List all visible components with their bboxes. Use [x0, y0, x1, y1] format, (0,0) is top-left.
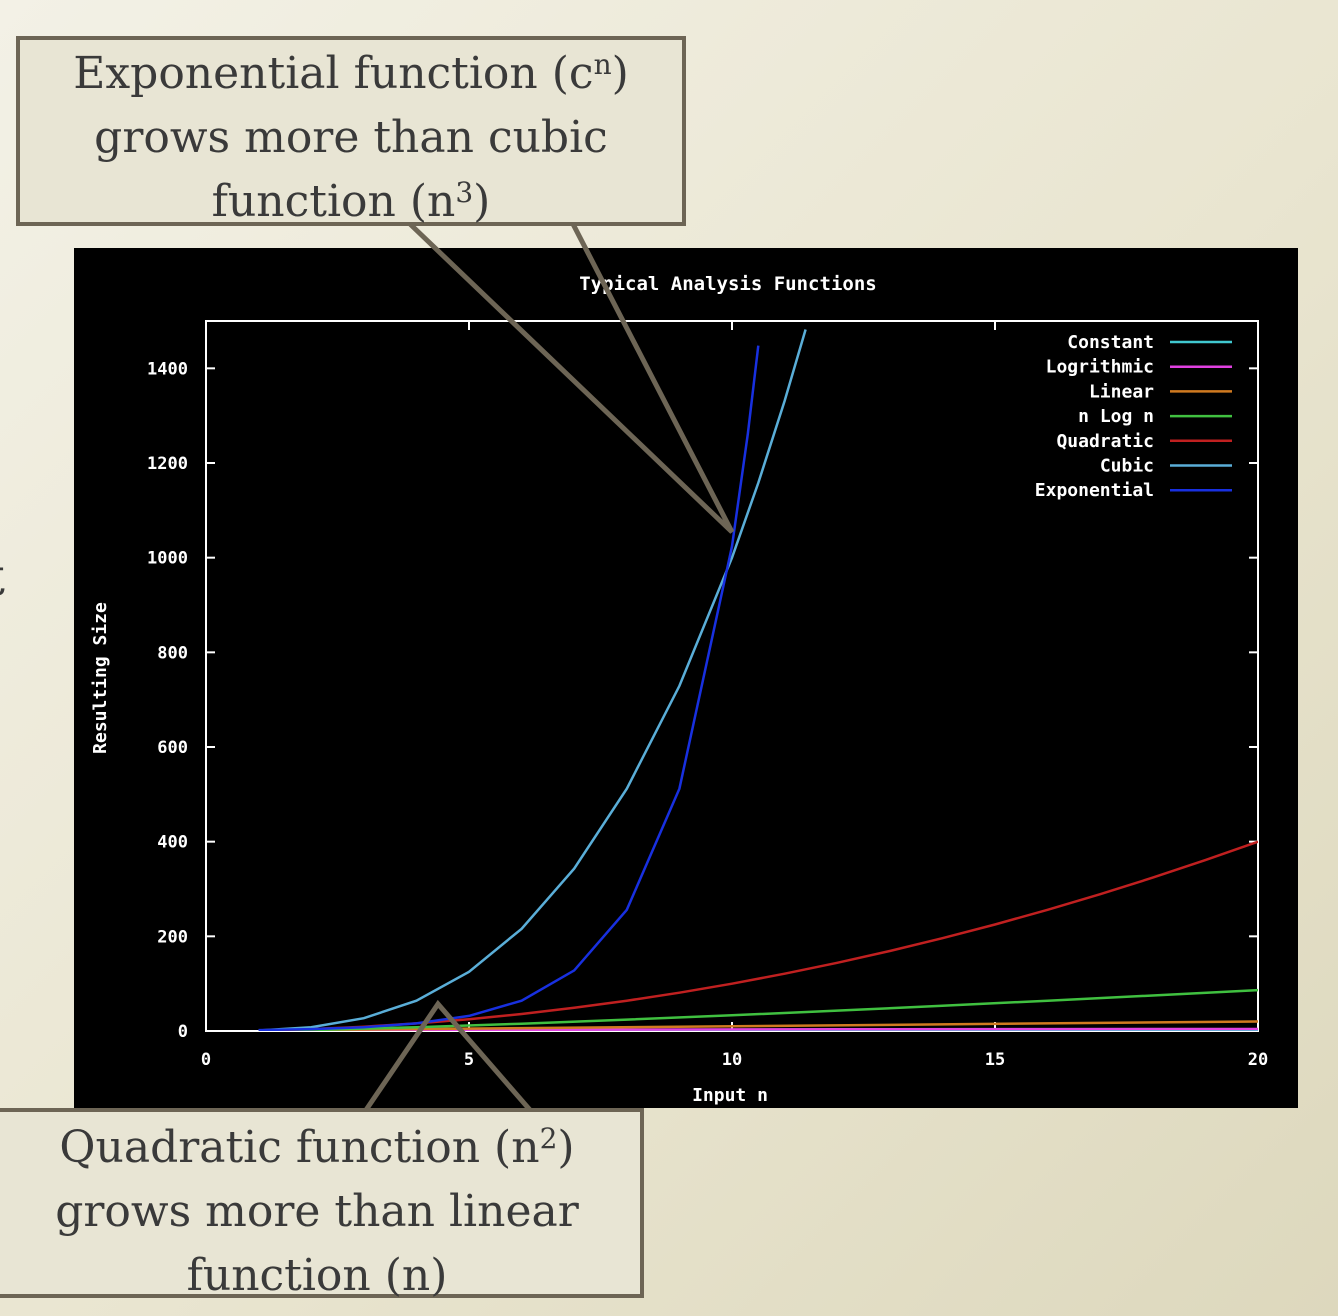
legend-label-exponential: Exponential	[1035, 480, 1154, 501]
callout-text: Exponential function (c	[73, 48, 594, 99]
chart-title: Typical Analysis Functions	[579, 273, 876, 295]
plot-frame	[205, 320, 1259, 1032]
callout-text: )	[473, 176, 491, 227]
exponential-callout-line-3: function (n3)	[20, 170, 682, 234]
quadratic-callout-line-2: grows more than linear	[55, 1186, 579, 1237]
y-tick-label: 200	[157, 927, 188, 947]
y-tick-label: 0	[178, 1022, 188, 1042]
exponential-callout: Exponential function (cn) grows more tha…	[16, 36, 686, 227]
chart-panel: Typical Analysis Functions Resulting Siz…	[74, 248, 1298, 1108]
y-tick-label: 400	[157, 833, 188, 853]
legend-label-n-log-n: n Log n	[1078, 406, 1154, 427]
callout-text: )	[611, 48, 629, 99]
y-tick-label: 1200	[147, 454, 188, 474]
callout-superscript: 3	[455, 176, 474, 209]
quadratic-callout: Quadratic function (n2) grows more than …	[0, 1108, 644, 1301]
quadratic-callout-line-1: Quadratic function (n2)	[0, 1116, 640, 1180]
y-axis-label: Resulting Size	[90, 602, 111, 754]
y-tick-label: 800	[157, 643, 188, 663]
callout-text: Quadratic function (n	[59, 1122, 540, 1173]
legend-label-quadratic: Quadratic	[1056, 431, 1154, 452]
slide-edge-text: t	[0, 548, 5, 608]
y-tick-label: 600	[157, 738, 188, 758]
series-line-cubic	[258, 329, 807, 1031]
legend-label-logrithmic: Logrithmic	[1046, 357, 1154, 378]
y-tick-label: 1000	[147, 549, 188, 569]
x-tick-label: 0	[201, 1050, 211, 1070]
exponential-callout-line-1: Exponential function (cn)	[20, 42, 682, 106]
callout-superscript: n	[593, 48, 612, 81]
chart-canvas: Typical Analysis Functions Resulting Siz…	[90, 273, 1268, 1106]
callout-text: )	[557, 1122, 575, 1173]
legend-label-linear: Linear	[1089, 381, 1154, 402]
x-tick-label: 10	[722, 1050, 742, 1070]
series-line-exponential	[258, 345, 760, 1031]
y-tick-label: 1400	[147, 359, 188, 379]
x-axis-label: Input n	[692, 1085, 768, 1106]
x-tick-label: 5	[464, 1050, 474, 1070]
legend-label-cubic: Cubic	[1100, 456, 1154, 477]
callout-superscript: 2	[539, 1122, 558, 1155]
x-tick-label: 15	[985, 1050, 1005, 1070]
x-tick-label: 20	[1248, 1050, 1268, 1070]
quadratic-callout-line-3: function (n)	[186, 1250, 448, 1301]
legend-label-constant: Constant	[1067, 332, 1154, 353]
callout-text: function (n	[211, 176, 456, 227]
exponential-callout-line-2: grows more than cubic	[94, 112, 608, 163]
